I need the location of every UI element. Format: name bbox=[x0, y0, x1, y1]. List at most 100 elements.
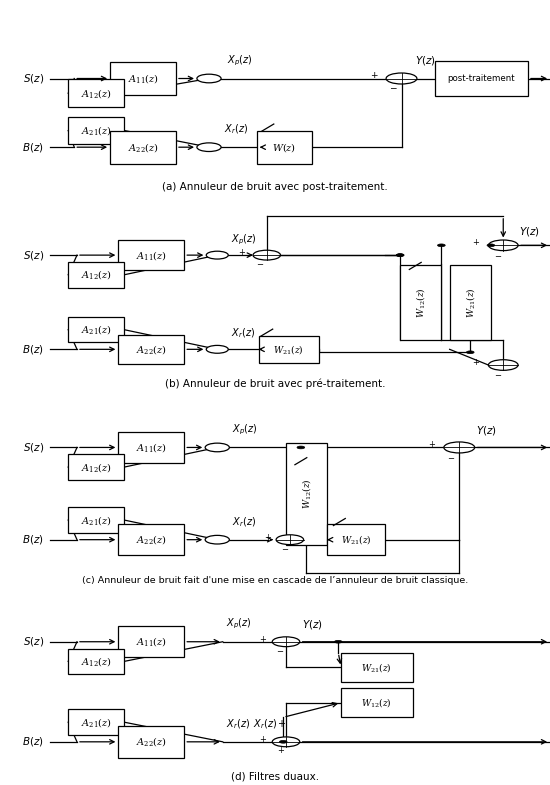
Text: $-$: $-$ bbox=[447, 452, 455, 461]
Circle shape bbox=[253, 250, 280, 260]
Bar bbox=[68, 79, 124, 107]
Bar bbox=[258, 336, 319, 363]
Bar bbox=[257, 130, 312, 164]
Bar bbox=[341, 688, 412, 717]
Text: $X_p(z)$: $X_p(z)$ bbox=[231, 232, 257, 246]
Circle shape bbox=[396, 254, 404, 257]
Circle shape bbox=[444, 442, 475, 453]
Text: $-$: $-$ bbox=[282, 543, 289, 552]
Text: $X_r(z)+$: $X_r(z)+$ bbox=[253, 717, 287, 731]
Text: $A_{11}(z)$: $A_{11}(z)$ bbox=[136, 635, 167, 648]
Text: $W_{21}(z)$: $W_{21}(z)$ bbox=[361, 661, 392, 674]
Text: (d) Filtres duaux.: (d) Filtres duaux. bbox=[231, 771, 319, 781]
Text: $B(z)$: $B(z)$ bbox=[23, 736, 44, 748]
Text: $-$: $-$ bbox=[277, 645, 284, 655]
Circle shape bbox=[272, 737, 300, 747]
Circle shape bbox=[487, 244, 495, 246]
Text: $Y(z)$: $Y(z)$ bbox=[302, 618, 323, 630]
Circle shape bbox=[197, 75, 221, 83]
Bar bbox=[68, 455, 124, 480]
Circle shape bbox=[197, 143, 221, 152]
Circle shape bbox=[297, 446, 305, 449]
Circle shape bbox=[488, 360, 518, 371]
Text: +: + bbox=[239, 248, 245, 257]
Text: $Y(z)$: $Y(z)$ bbox=[519, 225, 540, 238]
Circle shape bbox=[206, 251, 228, 259]
Text: $A_{21}(z)$: $A_{21}(z)$ bbox=[81, 513, 112, 527]
Text: $A_{21}(z)$: $A_{21}(z)$ bbox=[81, 124, 112, 137]
Text: $S(z)$: $S(z)$ bbox=[23, 635, 44, 648]
Circle shape bbox=[205, 444, 229, 452]
Text: $A_{12}(z)$: $A_{12}(z)$ bbox=[81, 655, 112, 668]
Bar bbox=[286, 443, 327, 545]
Text: $A_{12}(z)$: $A_{12}(z)$ bbox=[81, 268, 112, 281]
Text: $Y(z)$: $Y(z)$ bbox=[415, 54, 436, 68]
Circle shape bbox=[438, 244, 446, 246]
Text: $A_{22}(z)$: $A_{22}(z)$ bbox=[136, 736, 167, 748]
Text: $A_{22}(z)$: $A_{22}(z)$ bbox=[136, 533, 167, 546]
Bar bbox=[118, 626, 184, 658]
Text: $X_r(z)$: $X_r(z)$ bbox=[226, 717, 250, 731]
Text: $W_{21}(z)$: $W_{21}(z)$ bbox=[273, 343, 304, 356]
Text: $W_{21}(z)$: $W_{21}(z)$ bbox=[464, 287, 477, 317]
Text: +: + bbox=[277, 746, 284, 754]
Text: $W(z)$: $W(z)$ bbox=[272, 141, 296, 154]
Text: +: + bbox=[259, 635, 266, 644]
Text: $B(z)$: $B(z)$ bbox=[23, 141, 44, 154]
Text: $W_{12}(z)$: $W_{12}(z)$ bbox=[414, 287, 427, 317]
Circle shape bbox=[279, 740, 287, 743]
Text: +: + bbox=[472, 358, 479, 367]
Text: +: + bbox=[472, 239, 479, 247]
Text: $X_r(z)$: $X_r(z)$ bbox=[232, 515, 256, 529]
Text: $X_r(z)$: $X_r(z)$ bbox=[224, 122, 248, 137]
Bar bbox=[118, 432, 184, 463]
Bar bbox=[400, 265, 441, 339]
Circle shape bbox=[386, 73, 417, 84]
Text: +: + bbox=[370, 71, 378, 80]
Circle shape bbox=[488, 240, 518, 250]
Text: $W_{12}(z)$: $W_{12}(z)$ bbox=[361, 696, 392, 709]
Bar bbox=[68, 262, 124, 287]
Bar bbox=[434, 61, 528, 97]
Text: $S(z)$: $S(z)$ bbox=[23, 72, 44, 85]
Text: $W_{21}(z)$: $W_{21}(z)$ bbox=[340, 533, 371, 546]
Circle shape bbox=[466, 351, 474, 353]
Text: $A_{12}(z)$: $A_{12}(z)$ bbox=[81, 86, 112, 100]
Text: +: + bbox=[259, 735, 266, 743]
Circle shape bbox=[205, 535, 229, 544]
Bar bbox=[68, 710, 124, 735]
Bar bbox=[110, 62, 176, 95]
Text: $B(z)$: $B(z)$ bbox=[23, 533, 44, 546]
Text: $A_{21}(z)$: $A_{21}(z)$ bbox=[81, 323, 112, 336]
Bar bbox=[118, 334, 184, 364]
Text: $A_{12}(z)$: $A_{12}(z)$ bbox=[81, 461, 112, 473]
Text: $Y(z)$: $Y(z)$ bbox=[476, 424, 497, 437]
Text: post-traitement: post-traitement bbox=[448, 74, 515, 83]
Text: $A_{22}(z)$: $A_{22}(z)$ bbox=[128, 141, 158, 154]
Bar bbox=[327, 524, 385, 555]
Bar bbox=[341, 652, 412, 682]
Text: $A_{22}(z)$: $A_{22}(z)$ bbox=[136, 343, 167, 356]
Text: $X_r(z)$: $X_r(z)$ bbox=[231, 327, 255, 341]
Circle shape bbox=[396, 254, 404, 257]
Bar bbox=[110, 130, 176, 164]
Bar bbox=[118, 524, 184, 556]
Text: $X_p(z)$: $X_p(z)$ bbox=[227, 53, 252, 68]
Circle shape bbox=[272, 637, 300, 647]
Text: $S(z)$: $S(z)$ bbox=[23, 441, 44, 454]
Text: $X_p(z)$: $X_p(z)$ bbox=[226, 617, 251, 631]
Text: +: + bbox=[265, 533, 271, 542]
Text: (a) Annuleur de bruit avec post-traitement.: (a) Annuleur de bruit avec post-traiteme… bbox=[162, 182, 388, 192]
Text: $A_{11}(z)$: $A_{11}(z)$ bbox=[136, 249, 167, 261]
Text: $-$: $-$ bbox=[494, 370, 502, 378]
Bar bbox=[118, 726, 184, 758]
Text: $B(z)$: $B(z)$ bbox=[23, 343, 44, 356]
Bar bbox=[450, 265, 491, 339]
Circle shape bbox=[334, 641, 342, 643]
Text: $-$: $-$ bbox=[389, 82, 398, 91]
Text: (b) Annuleur de bruit avec pré-traitement.: (b) Annuleur de bruit avec pré-traitemen… bbox=[165, 378, 385, 389]
Text: +: + bbox=[428, 440, 435, 449]
Circle shape bbox=[206, 345, 228, 353]
Circle shape bbox=[276, 535, 304, 545]
Text: $-$: $-$ bbox=[494, 250, 502, 258]
